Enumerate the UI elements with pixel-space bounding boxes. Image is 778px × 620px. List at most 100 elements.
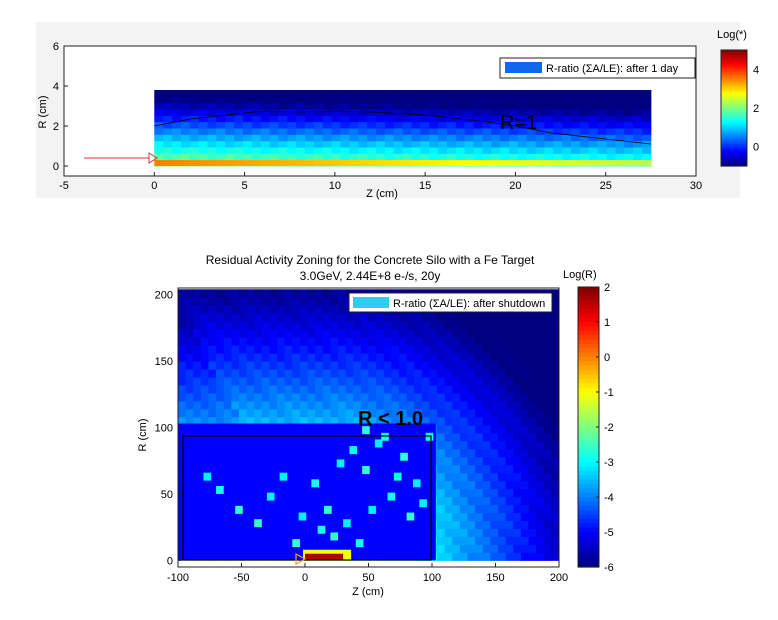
bottom-heatmap-cell xyxy=(261,416,270,426)
bottom-heatmap-cell xyxy=(437,504,446,514)
top-heatmap-cell xyxy=(296,153,306,161)
top-colorbar-band xyxy=(721,158,747,162)
bottom-annotation-r-less-1: R < 1.0 xyxy=(358,408,423,430)
top-heatmap-cell xyxy=(402,121,412,129)
bottom-heatmap-cell xyxy=(429,337,438,346)
top-heatmap-cell xyxy=(641,147,652,154)
top-heatmap-cell xyxy=(553,102,563,110)
bottom-heatmap-cell xyxy=(528,321,537,330)
bottom-scattered-cell xyxy=(317,525,326,534)
top-heatmap-cell xyxy=(198,140,208,148)
bottom-heatmap-cell xyxy=(254,321,263,330)
bottom-heatmap-cell xyxy=(208,337,217,346)
bottom-heatmap-cell xyxy=(185,384,194,394)
top-colorbar-band xyxy=(721,122,747,126)
bottom-heatmap-cell xyxy=(490,448,499,458)
bottom-heatmap-cell xyxy=(467,424,476,434)
bottom-heatmap-cell xyxy=(467,384,476,394)
top-beam-band-cell xyxy=(615,160,625,166)
bottom-heatmap-cell xyxy=(338,313,347,322)
bottom-heatmap-cell xyxy=(482,488,491,498)
top-heatmap-cell xyxy=(606,153,616,161)
top-beam-band-cell xyxy=(393,160,404,166)
bottom-heatmap-cell xyxy=(528,416,537,426)
bottom-heatmap-cell xyxy=(406,353,415,362)
top-heatmap-cell xyxy=(340,134,350,142)
top-heatmap-cell xyxy=(606,140,616,148)
top-heatmap-cell xyxy=(358,147,368,154)
bottom-heatmap-cell xyxy=(498,369,507,378)
top-beam-band-cell xyxy=(482,160,492,166)
bottom-heatmap-cell xyxy=(536,337,545,346)
top-heatmap-cell xyxy=(473,147,483,154)
bottom-heatmap-cell xyxy=(238,361,248,370)
bottom-heatmap-cell xyxy=(459,448,469,458)
top-heatmap-cell xyxy=(508,121,519,129)
bottom-heatmap-cell xyxy=(338,384,347,394)
top-heatmap-cell xyxy=(500,109,510,116)
bottom-heatmap-cell xyxy=(498,337,507,346)
bottom-heatmap-cell xyxy=(528,384,537,394)
bottom-heatmap-cell xyxy=(330,297,339,306)
bottom-heatmap-cell xyxy=(246,416,255,426)
bottom-heatmap-cell xyxy=(437,392,446,402)
bottom-heatmap-cell xyxy=(467,408,476,418)
top-heatmap-cell xyxy=(172,109,182,116)
top-heatmap-cell xyxy=(482,140,492,148)
bottom-heatmap-cell xyxy=(216,400,225,410)
bottom-heatmap-cell xyxy=(475,337,484,346)
bottom-heatmap-cell xyxy=(269,369,278,378)
top-heatmap-cell xyxy=(464,109,475,116)
bottom-heatmap-cell xyxy=(200,384,209,394)
bottom-heatmap-cell xyxy=(467,337,476,346)
bottom-heatmap-cell xyxy=(421,400,430,410)
top-heatmap-cell xyxy=(225,90,235,97)
bottom-heatmap-cell xyxy=(520,488,530,498)
bottom-heatmap-cell xyxy=(513,464,522,474)
bottom-heatmap-cell xyxy=(208,313,217,322)
top-heatmap-cell xyxy=(340,140,350,148)
bottom-heatmap-cell xyxy=(498,504,507,514)
top-heatmap-cell xyxy=(500,128,510,135)
bottom-heatmap-cell xyxy=(414,321,423,330)
bottom-heatmap-cell xyxy=(299,377,309,386)
top-heatmap-cell xyxy=(340,115,350,123)
bottom-heatmap-cell xyxy=(391,345,400,354)
top-heatmap-cell xyxy=(402,134,412,142)
bottom-heatmap-cell xyxy=(216,384,225,394)
bottom-scattered-cell xyxy=(216,485,224,494)
bottom-heatmap-cell xyxy=(185,321,194,330)
bottom-heatmap-cell xyxy=(299,408,309,418)
top-heatmap-cell xyxy=(278,102,288,110)
top-heatmap-cell xyxy=(384,109,395,116)
bottom-heatmap-cell xyxy=(360,345,369,354)
top-heatmap-cell xyxy=(313,153,324,161)
bottom-heatmap-cell xyxy=(459,472,469,482)
top-heatmap-cell xyxy=(313,121,324,129)
bottom-heatmap-cell xyxy=(315,408,324,418)
bottom-heatmap-cell xyxy=(414,384,423,394)
top-heatmap-cell xyxy=(367,140,377,148)
bottom-heatmap-cell xyxy=(520,345,530,354)
bottom-heatmap-cell xyxy=(505,504,514,514)
bottom-heatmap-cell xyxy=(269,305,278,314)
bottom-heatmap-cell xyxy=(467,440,476,450)
top-y-axis-label: R (cm) xyxy=(37,96,49,129)
bottom-heatmap-cell xyxy=(246,321,255,330)
bottom-heatmap-cell xyxy=(338,329,347,338)
top-heatmap-cell xyxy=(349,90,359,97)
top-heatmap-cell xyxy=(260,140,271,148)
bottom-heatmap-cell xyxy=(208,345,217,354)
top-heatmap-cell xyxy=(154,115,164,123)
bottom-heatmap-cell xyxy=(414,353,423,362)
bottom-heatmap-cell xyxy=(437,432,446,442)
top-heatmap-cell xyxy=(411,121,421,129)
bottom-colorbar-band xyxy=(578,448,599,454)
bottom-heatmap-cell xyxy=(444,361,453,370)
bottom-heatmap-cell xyxy=(238,377,248,386)
bottom-heatmap-cell xyxy=(444,520,453,529)
bottom-heatmap-cell xyxy=(505,408,514,418)
top-heatmap-cell xyxy=(571,115,581,123)
bottom-heatmap-cell xyxy=(551,480,560,490)
bottom-heatmap-cell xyxy=(345,329,354,338)
